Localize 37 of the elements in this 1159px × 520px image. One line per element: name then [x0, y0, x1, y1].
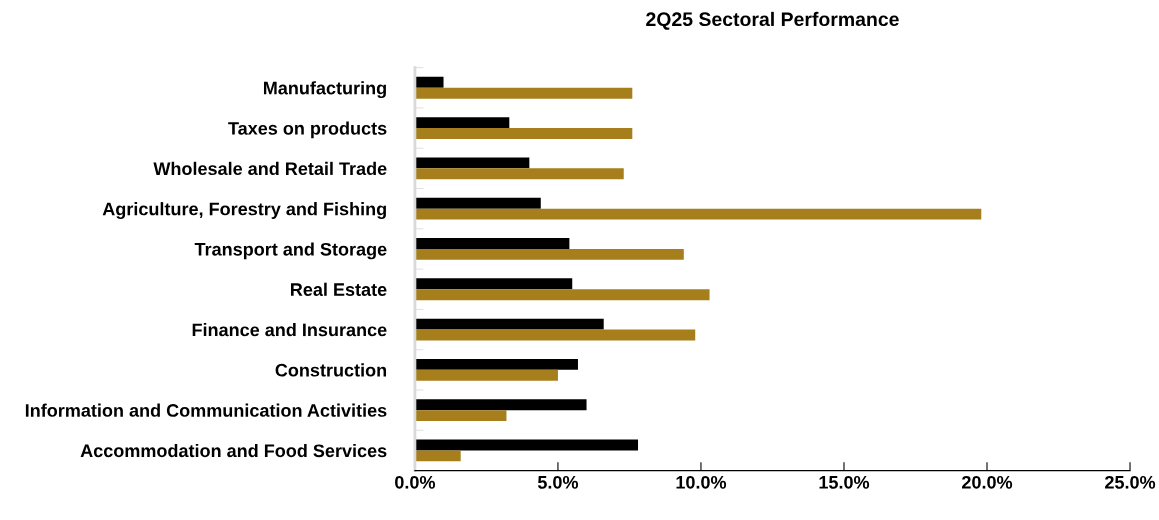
y-tick-label: Wholesale and Retail Trade — [153, 161, 387, 176]
y-tick-label: Information and Communication Activities — [25, 403, 387, 417]
y-tick-label: Transport and Storage — [194, 242, 387, 260]
y-tick-label: Agriculture, Forestry and Fishing — [102, 202, 386, 220]
bar — [414, 76, 444, 88]
x-tick-label: 15.0% — [819, 475, 870, 489]
x-tick-label: 0.0% — [395, 475, 436, 489]
x-tick-label: 25.0% — [1105, 475, 1156, 489]
chart-title: 2Q25 Sectoral Performance — [646, 11, 899, 30]
bar — [414, 117, 510, 129]
y-tick-label: Real Estate — [291, 282, 387, 296]
bar — [414, 329, 696, 341]
x-tick-label: 20.0% — [962, 475, 1013, 489]
bar — [414, 358, 578, 370]
bar — [414, 399, 587, 411]
y-tick-label: Finance and Insurance — [192, 323, 387, 337]
bar — [414, 289, 710, 301]
bar — [414, 278, 573, 290]
bar — [414, 248, 684, 260]
y-tick-label: Construction — [275, 363, 387, 377]
bar — [414, 318, 604, 330]
bar — [414, 197, 541, 209]
bar — [414, 208, 982, 220]
y-tick-label: Taxes on products — [228, 121, 387, 139]
x-tick-label: 10.0% — [676, 475, 727, 489]
y-tick-label: Accommodation and Food Services — [80, 443, 387, 458]
bar — [414, 410, 507, 422]
bar — [414, 87, 633, 99]
bar — [414, 157, 530, 169]
bar — [414, 168, 624, 180]
y-tick-label: Manufacturing — [263, 81, 386, 99]
bar — [414, 128, 633, 139]
bar — [414, 238, 570, 249]
bar — [414, 450, 461, 462]
x-tick-label: 5.0% — [537, 475, 579, 489]
bar — [414, 369, 558, 381]
bar — [414, 439, 639, 451]
